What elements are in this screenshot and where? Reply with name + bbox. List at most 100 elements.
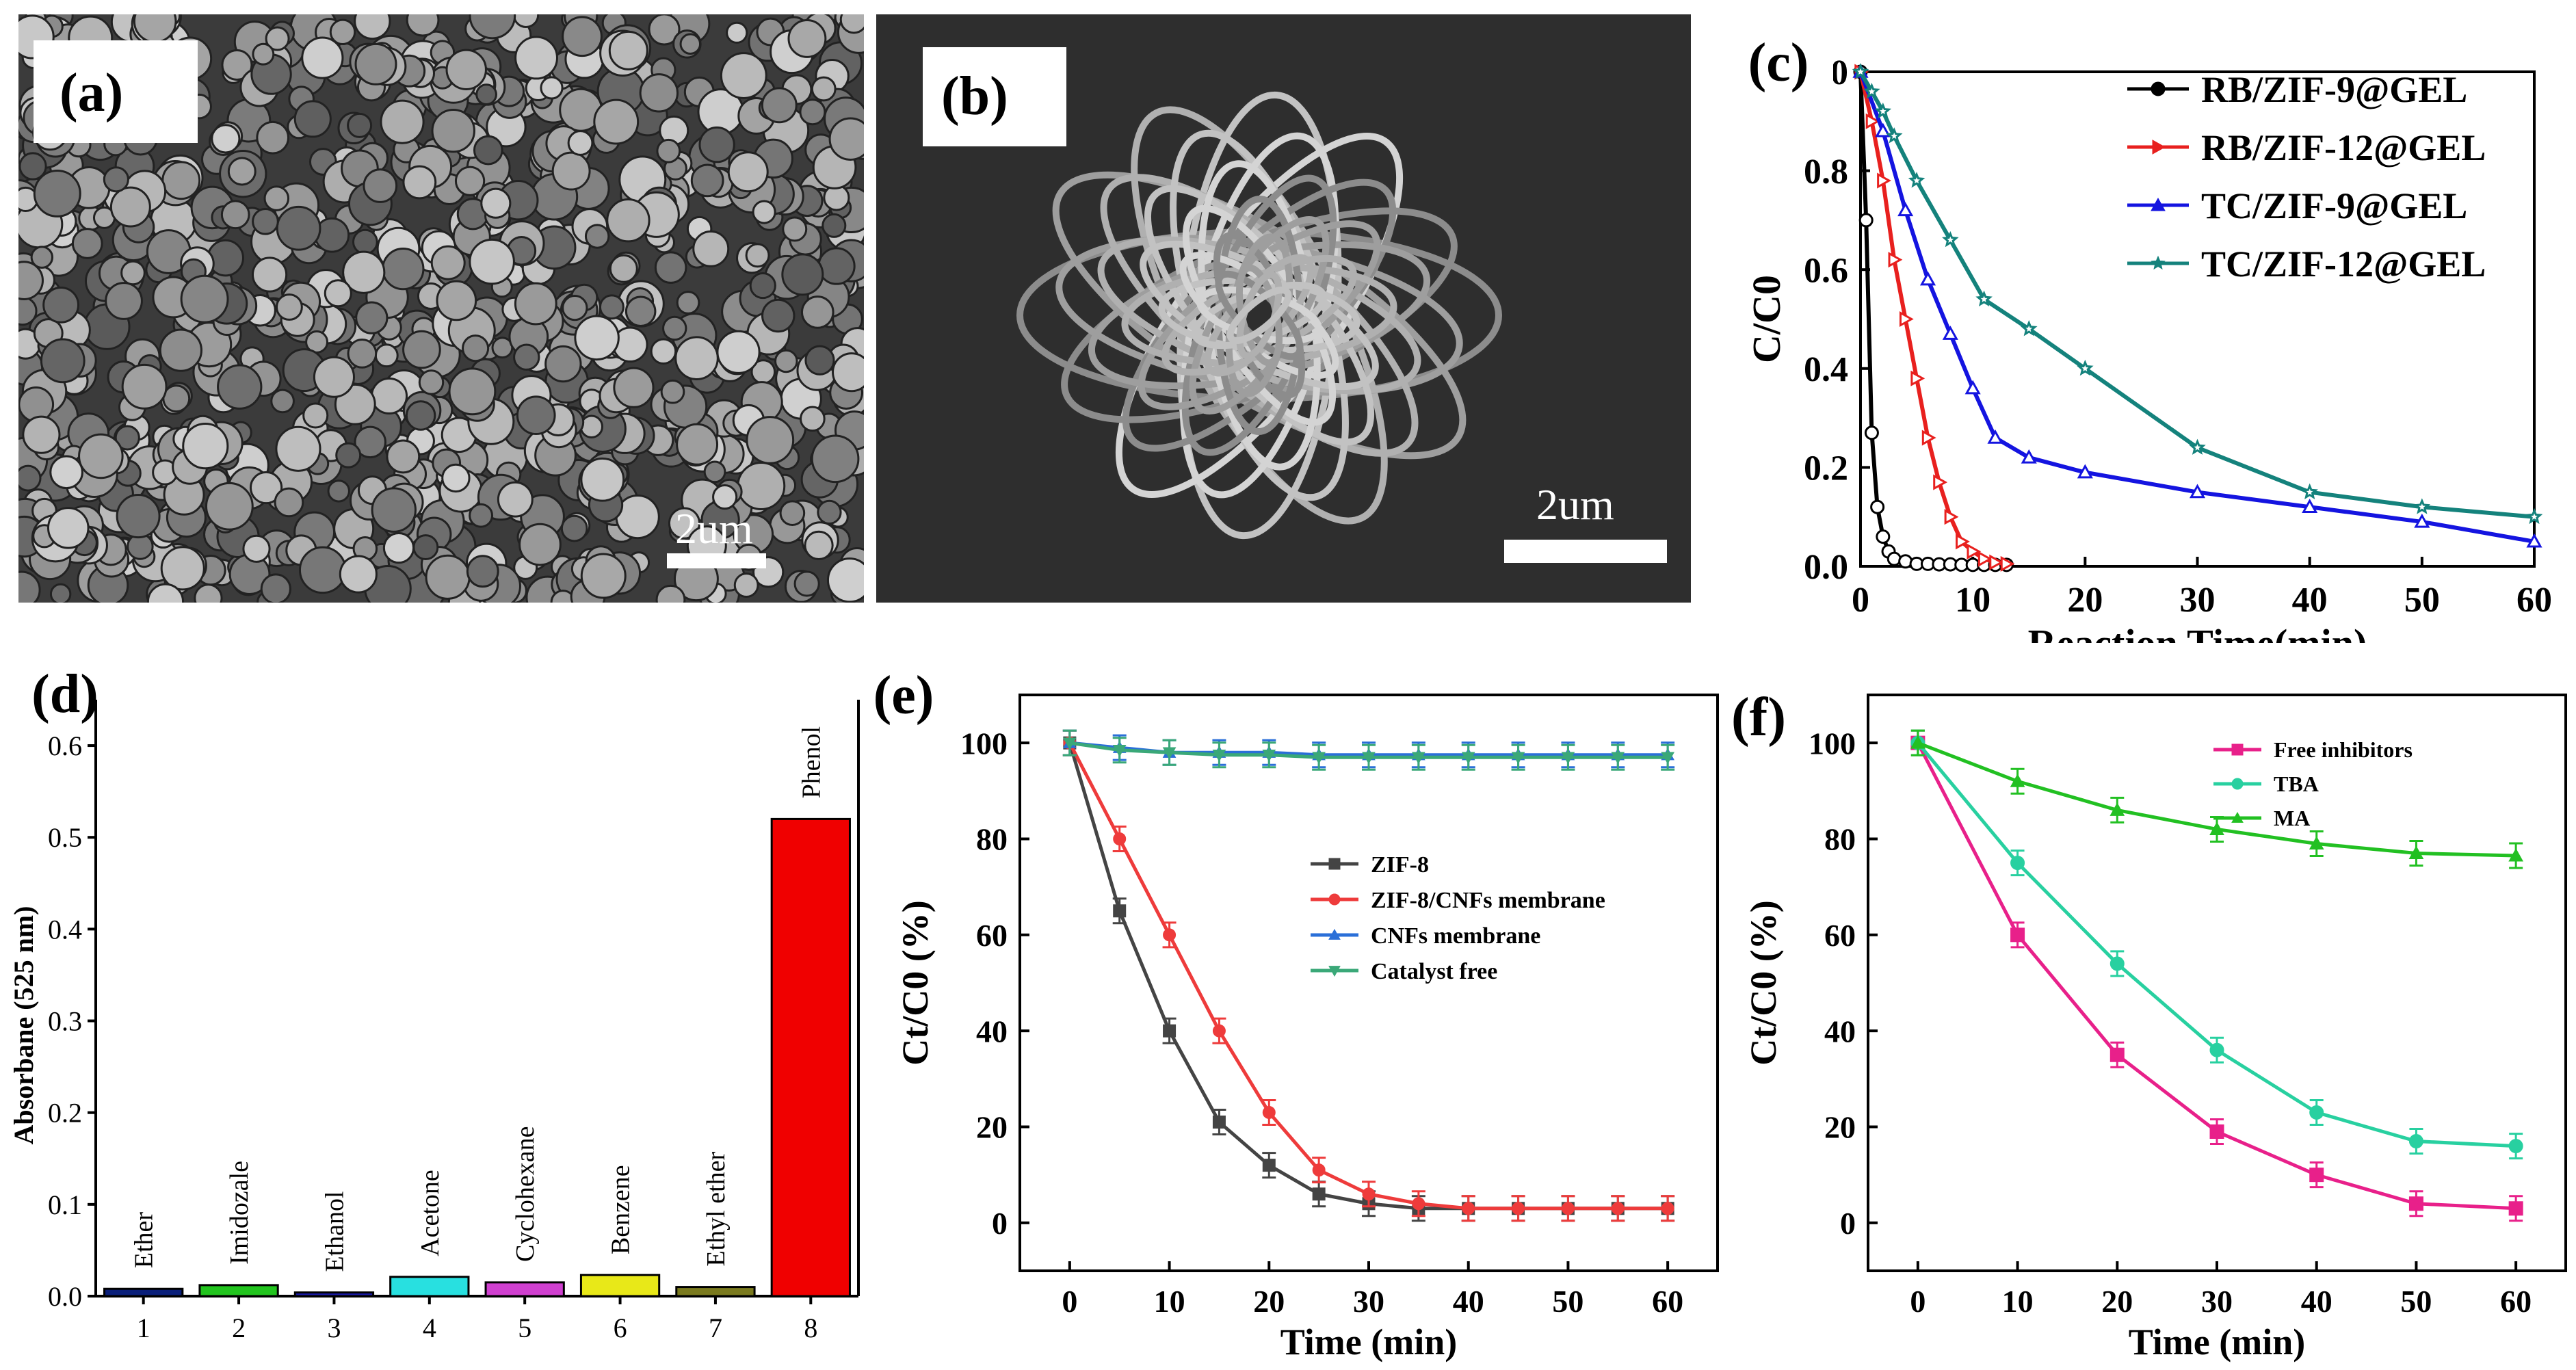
sem-particle	[298, 546, 347, 594]
data-point	[1113, 832, 1127, 845]
sem-particle	[412, 534, 439, 561]
data-point	[1112, 744, 1127, 757]
sem-particle	[822, 213, 847, 238]
data-point	[1910, 370, 1926, 386]
bar-label: Acetone	[416, 1170, 445, 1256]
sem-particle	[826, 557, 864, 603]
legend-entry: RB/ZIF-12@GEL	[2201, 127, 2486, 168]
data-point	[1942, 326, 1958, 340]
data-point	[2302, 499, 2318, 513]
sem-flake	[1226, 287, 1292, 344]
y-tick-label: 100	[960, 726, 1008, 761]
sem-particle	[354, 14, 391, 40]
data-point	[2010, 774, 2025, 787]
bar-label: Phenol	[797, 726, 826, 799]
sem-particle	[800, 406, 826, 432]
x-tick-label: 20	[2067, 581, 2103, 620]
sem-particle	[116, 494, 161, 539]
sem-particle	[540, 76, 564, 100]
sem-particle	[781, 253, 824, 296]
sem-particle	[121, 363, 168, 410]
data-point	[1874, 102, 1892, 119]
sem-particle	[462, 334, 490, 363]
y-tick-label: 0	[1840, 1206, 1856, 1241]
data-point	[1908, 172, 1926, 188]
legend-entry: ZIF-8/CNFs membrane	[1371, 888, 1605, 913]
sem-particle	[567, 130, 594, 156]
sem-particle	[441, 463, 471, 493]
sem-particle	[252, 207, 279, 235]
series-line	[1858, 71, 2007, 567]
sem-particle	[274, 487, 304, 518]
y-tick-label: 80	[976, 822, 1008, 857]
data-point	[1412, 1197, 1425, 1211]
sem-particle	[779, 500, 806, 526]
sem-particle	[746, 416, 795, 464]
sem-particle	[690, 163, 724, 198]
bar	[293, 1291, 375, 1297]
sem-particle	[580, 553, 627, 599]
sem-particle	[662, 315, 687, 341]
data-point	[2020, 320, 2038, 337]
data-point	[2110, 956, 2125, 971]
data-point	[2231, 778, 2244, 790]
bar-label: Ether	[130, 1212, 159, 1269]
sem-particle	[676, 423, 719, 466]
sem-particle	[544, 345, 582, 383]
sem-particle	[551, 151, 591, 191]
sem-particle	[194, 583, 223, 603]
y-tick-label: 60	[976, 918, 1008, 953]
x-tick-label: 30	[2180, 581, 2216, 620]
data-point	[2408, 845, 2424, 860]
data-point	[1967, 543, 1982, 559]
panel-label-a: (a)	[60, 63, 124, 123]
x-axis-label: Time (min)	[2129, 1321, 2305, 1362]
data-point	[1328, 893, 1341, 906]
x-tick-label: 7	[709, 1313, 722, 1343]
sem-particle	[804, 530, 834, 561]
data-point	[1888, 252, 1903, 268]
sem-particle	[18, 464, 42, 492]
chart-d: 0.0 0.1 0.2 0.3 0.4 0.5 0.6 Absorbane (525 nm) 1…	[8, 664, 860, 1343]
sem-particle	[737, 461, 786, 510]
sem-particle	[584, 224, 610, 249]
data-point	[2231, 811, 2244, 823]
sem-particle	[33, 169, 81, 218]
sem-particle	[466, 555, 499, 588]
sem-particle	[380, 99, 425, 144]
y-tick-label: 80	[1824, 822, 1856, 857]
sem-particle	[260, 573, 291, 603]
sem-particle	[347, 339, 378, 369]
sem-particle	[473, 135, 503, 166]
sem-particle	[514, 36, 558, 80]
y-tick-label: 0.1	[48, 1189, 82, 1220]
sem-particle	[497, 481, 534, 518]
data-point	[1956, 533, 1970, 550]
data-point	[2152, 140, 2166, 155]
series-line	[1068, 742, 1668, 1211]
data-point	[1362, 1187, 1376, 1201]
data-point	[2413, 498, 2431, 514]
data-point	[1864, 425, 1879, 440]
sem-particle	[656, 138, 681, 163]
data-point	[1262, 1159, 1276, 1172]
chart-c: 01020304050600.00.20.40.60.81.0Reaction …	[1724, 27, 2552, 643]
sem-flake	[1140, 240, 1379, 391]
data-point	[1262, 1105, 1276, 1119]
sem-particle	[18, 296, 38, 326]
data-point	[1977, 551, 1993, 567]
data-point	[1212, 750, 1226, 762]
y-tick-label: 0.0	[1804, 548, 1848, 587]
sem-flower-texture	[1016, 91, 1502, 540]
x-tick-label: 2	[232, 1313, 246, 1343]
legend-entry: ZIF-8	[1371, 852, 1429, 878]
sem-particle	[386, 439, 421, 474]
x-tick-label: 20	[2101, 1284, 2133, 1319]
chart-e: 0 10 20 30 40 50 60 0 20 40 60 80 100 Time (min) Ct/C0…	[873, 666, 1719, 1362]
data-point	[2209, 1124, 2224, 1140]
scale-bar-b	[1504, 540, 1667, 563]
sem-particle	[256, 120, 290, 155]
bar	[579, 1274, 661, 1297]
sem-particle	[703, 460, 726, 484]
sem-particle	[275, 425, 321, 472]
